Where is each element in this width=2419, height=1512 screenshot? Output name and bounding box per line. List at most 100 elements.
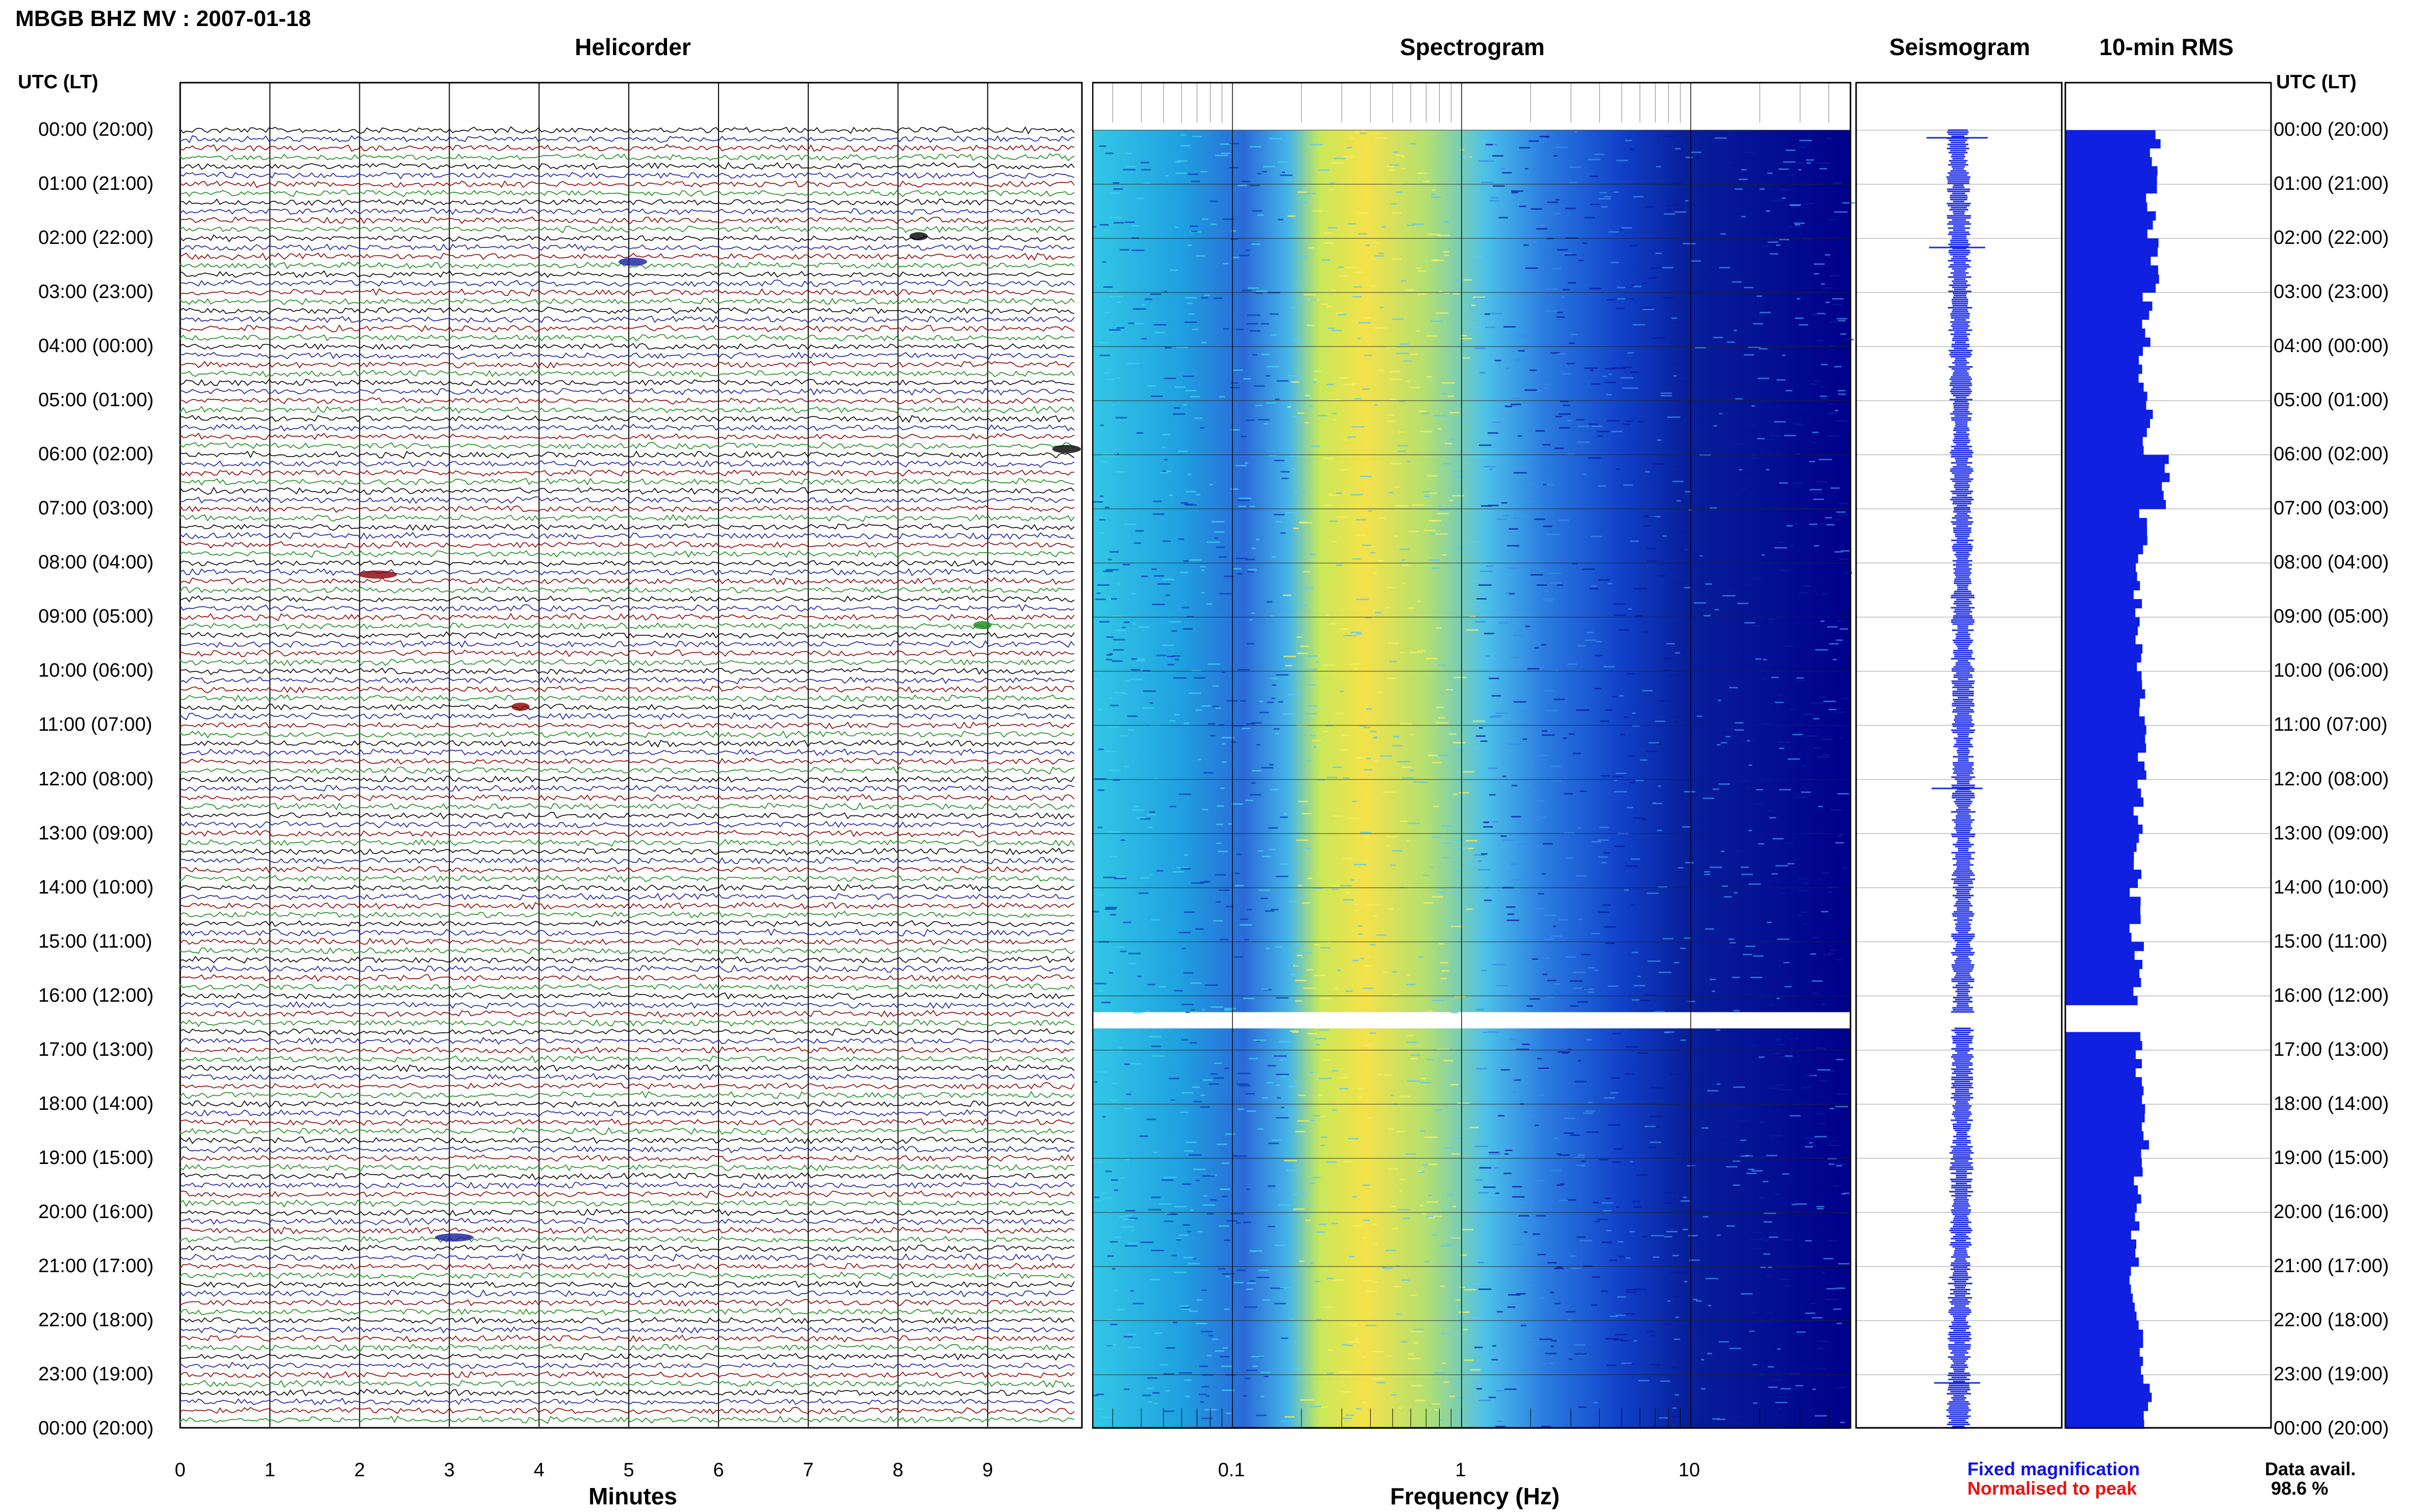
spectrogram-speckle bbox=[1682, 613, 1694, 615]
spectrogram-speckle bbox=[1124, 1389, 1130, 1390]
utc-header-right: UTC (LT) bbox=[2276, 71, 2357, 93]
spectrogram-speckle bbox=[1536, 430, 1545, 432]
helicorder-trace bbox=[180, 956, 1075, 964]
spectrogram-speckle bbox=[1488, 767, 1497, 769]
spectrogram-speckle bbox=[1157, 583, 1171, 585]
spectrogram-speckle bbox=[1685, 1148, 1688, 1149]
spectrogram-speckle bbox=[1547, 202, 1559, 203]
time-label-right: 13:00 (09:00) bbox=[2274, 822, 2389, 844]
spectrogram-speckle bbox=[1396, 1313, 1401, 1315]
spectrogram-speckle bbox=[1113, 639, 1125, 640]
spectrogram-speckle bbox=[1276, 876, 1289, 877]
spectrogram-speckle bbox=[1779, 789, 1791, 790]
spectrogram-speckle bbox=[1218, 1268, 1225, 1270]
spectrogram-speckle bbox=[1570, 1255, 1577, 1257]
spectrogram-speckle bbox=[1145, 299, 1152, 300]
spectrogram-speckle bbox=[1216, 547, 1225, 548]
spectrogram-speckle bbox=[1236, 1222, 1241, 1224]
spectrogram-speckle bbox=[1432, 762, 1442, 763]
helicorder-trace bbox=[180, 1199, 1075, 1208]
spectrogram-speckle bbox=[1768, 1386, 1778, 1388]
spectrogram-speckle bbox=[1442, 1362, 1446, 1364]
spectrogram-speckle bbox=[1451, 1153, 1461, 1155]
spectrogram-speckle bbox=[1504, 1389, 1517, 1390]
spectrogram-speckle bbox=[1147, 1377, 1157, 1379]
spectrogram-speckle bbox=[1117, 327, 1125, 329]
spectrogram-speckle bbox=[1283, 656, 1296, 657]
spectrogram-speckle bbox=[1132, 623, 1137, 625]
spectrogram-speckle bbox=[1557, 1184, 1563, 1186]
spectrogram-speckle bbox=[1179, 1234, 1189, 1236]
spectrogram-speckle bbox=[1516, 1293, 1526, 1295]
spectrogram-speckle bbox=[1613, 1339, 1623, 1341]
spectrogram-speckle bbox=[1370, 552, 1375, 554]
spectrogram-speckle bbox=[1288, 215, 1296, 217]
spectrogram-speckle bbox=[1310, 299, 1317, 301]
spectrogram-speckle bbox=[1137, 197, 1144, 199]
spectrogram-speckle bbox=[1694, 1073, 1707, 1074]
spectrogram-speckle bbox=[1732, 443, 1745, 444]
spectrogram-speckle bbox=[1446, 689, 1453, 690]
spectrogram-speckle bbox=[1694, 602, 1707, 604]
rms-bar bbox=[2066, 527, 2148, 536]
spectrogram-speckle bbox=[1512, 192, 1519, 193]
spectrogram-speckle bbox=[1340, 690, 1344, 692]
spectrogram-speckle bbox=[1246, 1370, 1257, 1371]
spectrogram-speckle bbox=[1732, 977, 1740, 978]
spectrogram-speckle bbox=[1154, 1403, 1158, 1404]
spectrogram-speckle bbox=[1743, 478, 1750, 479]
spectrogram-speckle bbox=[1836, 959, 1842, 960]
spectrogram-speckle bbox=[1758, 843, 1764, 845]
spectrogram-speckle bbox=[1198, 1231, 1203, 1232]
page-title: MBGB BHZ MV : 2007-01-18 bbox=[15, 6, 311, 31]
spectrogram-speckle bbox=[1768, 1366, 1774, 1368]
spectrogram-speckle bbox=[1453, 794, 1458, 795]
spectrogram-speckle bbox=[1653, 337, 1666, 339]
spectrogram-speckle bbox=[1202, 1204, 1216, 1206]
spectrogram-speckle bbox=[1695, 347, 1706, 349]
helicorder-event bbox=[619, 258, 647, 266]
spectrogram-speckle bbox=[1264, 423, 1268, 425]
spectrogram-speckle bbox=[1443, 251, 1449, 253]
spectrogram-speckle bbox=[1838, 514, 1850, 516]
spectrogram-speckle bbox=[1420, 1130, 1426, 1132]
spectrogram-speckle bbox=[1714, 425, 1717, 427]
rms-bar bbox=[2066, 292, 2143, 302]
spectrogram-speckle bbox=[1463, 771, 1475, 773]
spectrogram-speckle bbox=[1229, 143, 1240, 144]
spectrogram-speckle bbox=[1105, 507, 1109, 508]
spectrogram-speckle bbox=[1350, 632, 1362, 633]
spectrogram-speckle bbox=[1782, 1173, 1790, 1175]
spectrogram-speckle bbox=[1223, 263, 1229, 264]
spectrogram-speckle bbox=[1332, 1279, 1344, 1281]
helicorder-trace bbox=[180, 802, 1075, 811]
spectrogram-speckle bbox=[1376, 934, 1387, 936]
spectrogram-speckle bbox=[1788, 758, 1800, 760]
spectrogram-speckle bbox=[1343, 777, 1349, 779]
spectrogram-speckle bbox=[1192, 670, 1201, 672]
spectrogram-speckle bbox=[1683, 643, 1696, 645]
spectrogram-speckle bbox=[1704, 615, 1711, 616]
spectrogram-speckle bbox=[1646, 751, 1658, 752]
spectrogram-speckle bbox=[1195, 709, 1202, 711]
spectrogram-speckle bbox=[1741, 216, 1746, 217]
spectrogram-speckle bbox=[1705, 583, 1712, 585]
spectrogram-speckle bbox=[1828, 953, 1834, 954]
spectrogram-speckle bbox=[1401, 156, 1405, 157]
spectrogram-speckle bbox=[1372, 1378, 1385, 1379]
spectrogram-speckle bbox=[1628, 755, 1635, 757]
spectrogram-speckle bbox=[1136, 530, 1144, 532]
spectrogram-speckle bbox=[1148, 1209, 1162, 1210]
spectrogram-speckle bbox=[1835, 551, 1843, 553]
spectrogram-speckle bbox=[1397, 761, 1408, 762]
spectrogram-speckle bbox=[1776, 1039, 1782, 1040]
spectrogram-speckle bbox=[1640, 1000, 1650, 1001]
spectrogram-speckle bbox=[1708, 211, 1714, 212]
spectrogram-speckle bbox=[1561, 373, 1571, 375]
spectrogram-speckle bbox=[1366, 904, 1379, 906]
spectrogram-speckle bbox=[1435, 533, 1448, 535]
spectrogram-speckle bbox=[1587, 632, 1594, 633]
spectrogram-speckle bbox=[1738, 229, 1741, 230]
helicorder-trace bbox=[180, 1344, 1075, 1352]
spectrogram-speckle bbox=[1563, 405, 1570, 406]
